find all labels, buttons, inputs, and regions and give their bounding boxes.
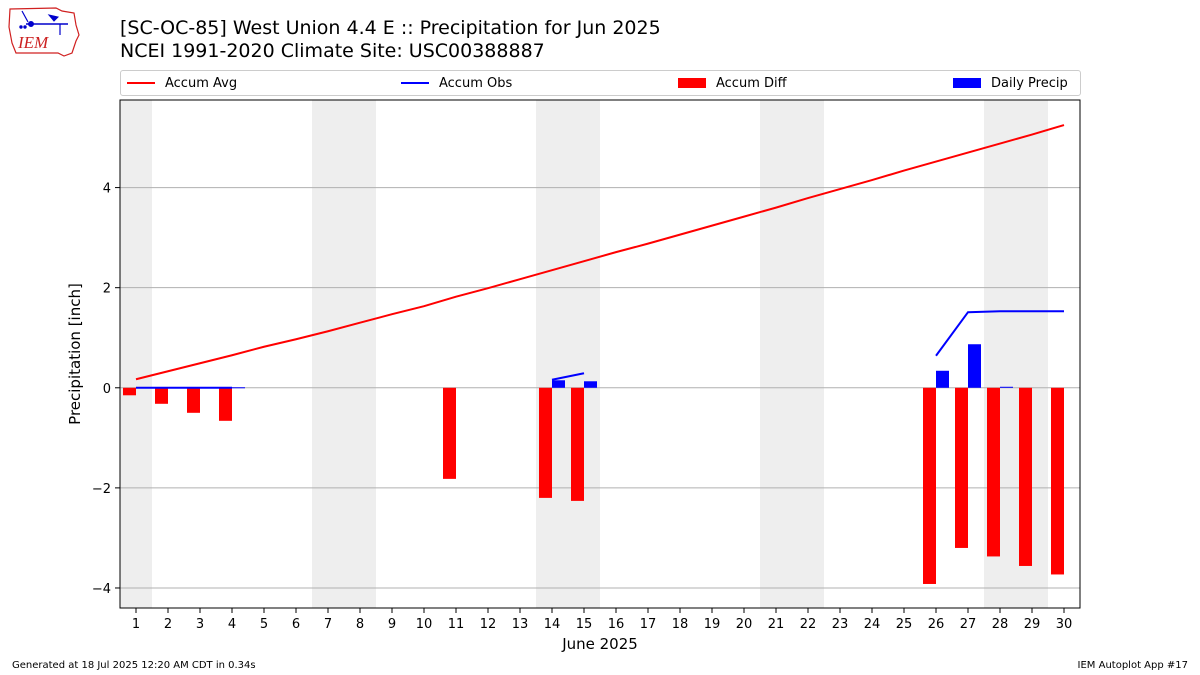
accum-obs-line: [551, 372, 585, 381]
legend-swatch: [401, 82, 429, 84]
x-tick-label: 1: [132, 617, 140, 632]
logo-text: IEM: [17, 33, 49, 52]
y-tick-label: 0: [103, 382, 111, 397]
x-tick-label: 10: [416, 617, 433, 632]
accum-obs-line: [935, 310, 1064, 357]
x-tick-label: 12: [480, 617, 497, 632]
legend-label: Accum Diff: [716, 75, 787, 91]
x-tick-label: 6: [292, 617, 300, 632]
diff-bar: [1051, 387, 1064, 575]
y-tick-label: −2: [92, 482, 111, 497]
x-tick-label: 25: [896, 617, 913, 632]
diff-bar: [443, 387, 456, 479]
legend-label: Accum Obs: [439, 75, 513, 91]
diff-bar: [923, 387, 936, 584]
legend-item-accum-obs: Accum Obs: [401, 71, 512, 95]
daily-precip-bar: [936, 370, 949, 388]
daily-precip-bar: [1000, 386, 1013, 388]
x-tick-label: 5: [260, 617, 268, 632]
x-tick-label: 26: [928, 617, 945, 632]
x-tick-label: 18: [672, 617, 689, 632]
diff-bar: [123, 387, 136, 396]
diff-bar: [571, 387, 584, 501]
weekend-shade: [536, 100, 600, 608]
daily-precip-bar: [584, 381, 597, 388]
diff-bar: [155, 387, 168, 404]
diff-bar: [187, 387, 200, 413]
x-tick-label: 30: [1056, 617, 1073, 632]
legend-swatch: [678, 78, 706, 88]
y-tick-label: 4: [103, 182, 111, 197]
legend-swatch: [953, 78, 981, 88]
diff-bar: [219, 387, 232, 421]
x-tick-label: 14: [544, 617, 561, 632]
x-tick-label: 22: [800, 617, 817, 632]
x-axis-label: June 2025: [561, 635, 638, 653]
weekend-shade: [312, 100, 376, 608]
x-tick-label: 13: [512, 617, 529, 632]
diff-bar: [987, 387, 1000, 557]
x-tick-label: 20: [736, 617, 753, 632]
daily-precip-bar: [552, 380, 565, 388]
daily-precip-bar: [232, 387, 245, 389]
x-tick-label: 23: [832, 617, 849, 632]
x-tick-label: 8: [356, 617, 364, 632]
daily-precip-bar: [968, 344, 981, 388]
legend-item-daily-precip: Daily Precip: [953, 71, 1068, 95]
legend-label: Accum Avg: [165, 75, 238, 91]
x-tick-label: 2: [164, 617, 172, 632]
diff-bar: [539, 387, 552, 498]
chart-title: [SC-OC-85] West Union 4.4 E :: Precipita…: [120, 17, 661, 39]
y-tick-label: 2: [103, 282, 111, 297]
x-tick-label: 9: [388, 617, 396, 632]
y-axis-label: Precipitation [inch]: [66, 283, 84, 425]
plot-frame: [119, 99, 1081, 609]
legend-swatch: [127, 82, 155, 84]
legend: Accum Avg Accum Obs Accum Diff Daily Pre…: [120, 70, 1081, 96]
chart-subtitle: NCEI 1991-2020 Climate Site: USC00388887: [120, 40, 545, 62]
diff-bar: [955, 387, 968, 548]
x-tick-label: 11: [448, 617, 465, 632]
weekend-shade: [120, 100, 152, 608]
legend-item-accum-diff: Accum Diff: [678, 71, 787, 95]
y-tick-label: −4: [92, 582, 111, 597]
legend-item-accum-avg: Accum Avg: [127, 71, 237, 95]
weather-station-icon: [19, 10, 68, 35]
x-tick-label: 3: [196, 617, 204, 632]
legend-label: Daily Precip: [991, 75, 1068, 91]
x-tick-label: 17: [640, 617, 657, 632]
generated-timestamp: Generated at 18 Jul 2025 12:20 AM CDT in…: [12, 660, 256, 671]
accum-avg-line: [135, 124, 1065, 381]
x-tick-label: 29: [1024, 617, 1041, 632]
app-label: IEM Autoplot App #17: [1077, 660, 1188, 671]
x-tick-label: 16: [608, 617, 625, 632]
x-tick-label: 19: [704, 617, 721, 632]
diff-bar: [1019, 387, 1032, 566]
iem-logo: IEM: [8, 7, 80, 57]
weekend-shade: [760, 100, 824, 608]
x-tick-label: 21: [768, 617, 785, 632]
x-tick-label: 24: [864, 617, 881, 632]
x-tick-label: 7: [324, 617, 332, 632]
x-tick-label: 28: [992, 617, 1009, 632]
x-tick-label: 27: [960, 617, 977, 632]
x-tick-label: 4: [228, 617, 236, 632]
x-tick-label: 15: [576, 617, 593, 632]
